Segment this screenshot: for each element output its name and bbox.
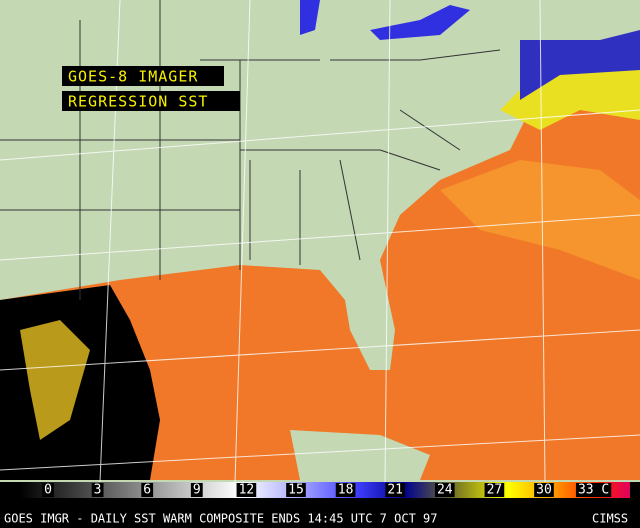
label-bg bbox=[286, 483, 306, 497]
label-bg bbox=[575, 483, 612, 497]
overlay-line: REGRESSION SST bbox=[68, 93, 208, 111]
cold-water bbox=[520, 30, 640, 100]
cuba bbox=[290, 430, 430, 480]
warm-patch bbox=[440, 160, 640, 280]
cloud-edge bbox=[20, 320, 90, 440]
overlay-line: GOES-8 IMAGER bbox=[68, 68, 198, 86]
label-bg bbox=[385, 483, 406, 497]
footer-caption: GOES IMGR - DAILY SST WARM COMPOSITE END… bbox=[4, 512, 437, 526]
label-bg bbox=[141, 483, 154, 497]
colorbar-labels: 0 3 6 9 12 15 18 21 24 27 30 33 C bbox=[42, 483, 612, 498]
overlay-box bbox=[62, 66, 224, 86]
label-bg bbox=[42, 483, 54, 497]
overlay-box bbox=[62, 91, 240, 111]
colorbar-label: 18 bbox=[338, 483, 354, 498]
label-bg bbox=[534, 483, 554, 497]
graticule bbox=[0, 0, 640, 483]
borders bbox=[0, 0, 501, 300]
colorbar-label: 3 bbox=[94, 483, 102, 498]
label-bg bbox=[484, 483, 505, 497]
colorbar-label: 9 bbox=[193, 483, 201, 498]
colorbar-label: 15 bbox=[288, 483, 304, 498]
footer-band bbox=[0, 498, 640, 528]
label-bg bbox=[236, 483, 257, 497]
colorbar-label: 24 bbox=[437, 483, 453, 498]
ocean-sst bbox=[0, 40, 640, 480]
label-bg bbox=[190, 483, 203, 497]
colorbar-label: 6 bbox=[143, 483, 151, 498]
colorbar-label: 33 C bbox=[578, 483, 609, 498]
label-bg bbox=[434, 483, 455, 497]
colorbar bbox=[20, 482, 630, 498]
map: GOES-8 IMAGER REGRESSION SST bbox=[0, 0, 640, 483]
colorbar-label: 21 bbox=[387, 483, 403, 498]
lakes bbox=[300, 0, 470, 40]
colorbar-label: 12 bbox=[239, 483, 255, 498]
footer-source: CIMSS bbox=[592, 512, 628, 526]
label-bg bbox=[91, 483, 104, 497]
colorbar-label: 30 bbox=[536, 483, 552, 498]
label-bg bbox=[335, 483, 356, 497]
colorbar-label: 27 bbox=[487, 483, 503, 498]
colorbar-label: 0 bbox=[44, 483, 52, 498]
